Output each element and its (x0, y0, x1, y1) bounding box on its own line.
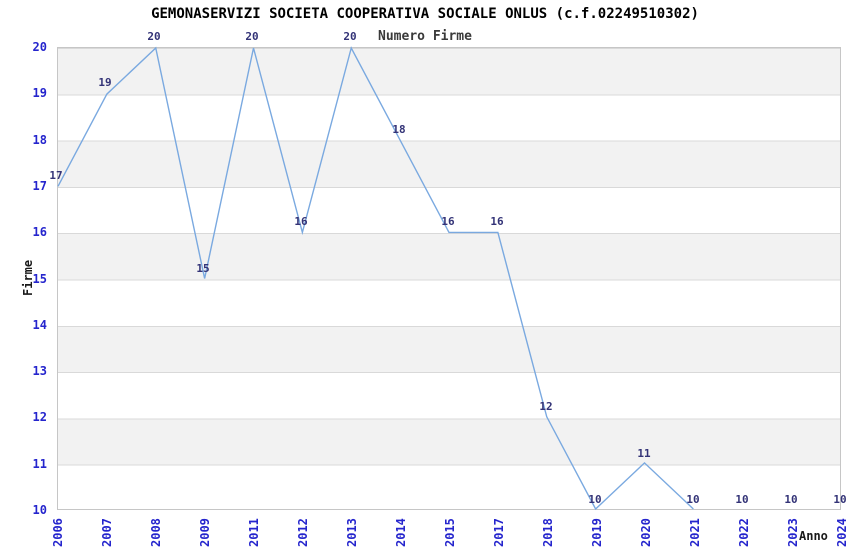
y-tick-label: 19 (32, 86, 47, 101)
data-point-label: 10 (784, 493, 798, 506)
data-point-label: 10 (833, 493, 847, 506)
x-tick-label: 2020 (639, 518, 653, 547)
data-point-label: 11 (637, 446, 651, 460)
x-tick-label: 2021 (688, 518, 702, 547)
y-tick-label: 17 (32, 178, 47, 193)
y-axis-title: Firme (21, 259, 35, 296)
x-tick-label: 2017 (492, 518, 506, 547)
y-tick-label: 20 (32, 40, 47, 54)
data-point-label: 20 (147, 30, 161, 43)
data-point-label: 16 (490, 215, 504, 229)
data-point-label: 16 (294, 215, 308, 229)
x-tick-label: 2013 (345, 518, 359, 547)
chart-subtitle: Numero Firme (378, 29, 472, 44)
chart-title: GEMONASERVIZI SOCIETA COOPERATIVA SOCIAL… (151, 6, 699, 22)
data-point-label: 15 (196, 261, 210, 275)
data-point-label: 10 (686, 493, 700, 506)
data-point-label: 18 (392, 122, 406, 136)
y-tick-label: 15 (32, 271, 47, 286)
y-tick-label: 16 (32, 225, 47, 240)
y-tick-label: 14 (32, 317, 47, 332)
x-tick-label: 2007 (100, 518, 114, 547)
line-series (57, 46, 694, 511)
x-tick-label: 2022 (737, 518, 751, 547)
data-point-label: 17 (49, 168, 63, 182)
data-point-label: 20 (343, 30, 357, 43)
x-tick-label: 2018 (541, 518, 555, 547)
data-point-label: 16 (441, 215, 455, 229)
line-series-path (57, 46, 694, 511)
y-tick-label: 11 (32, 456, 47, 471)
y-tick-label: 10 (32, 503, 47, 517)
data-point-label: 19 (98, 76, 112, 90)
x-tick-label: 2019 (590, 518, 604, 547)
x-tick-label: 2012 (296, 518, 310, 547)
x-tick-label: 2015 (443, 518, 457, 547)
data-point-label: 10 (588, 493, 602, 506)
data-point-label: 20 (245, 30, 259, 43)
data-point-label: 12 (539, 400, 553, 414)
x-axis-title: Anno (799, 529, 828, 543)
x-tick-label: 2006 (51, 518, 65, 547)
y-tick-label: 12 (32, 410, 47, 425)
y-tick-label: 13 (32, 364, 47, 379)
plot-area (57, 46, 841, 511)
y-tick-label: 18 (32, 132, 47, 147)
x-tick-label: 2024 (835, 518, 849, 547)
x-tick-label: 2011 (247, 518, 261, 547)
x-tick-label: 2008 (149, 518, 163, 547)
x-tick-label: 2014 (394, 518, 408, 547)
x-tick-label: 2009 (198, 518, 212, 547)
data-point-label: 10 (735, 493, 749, 506)
